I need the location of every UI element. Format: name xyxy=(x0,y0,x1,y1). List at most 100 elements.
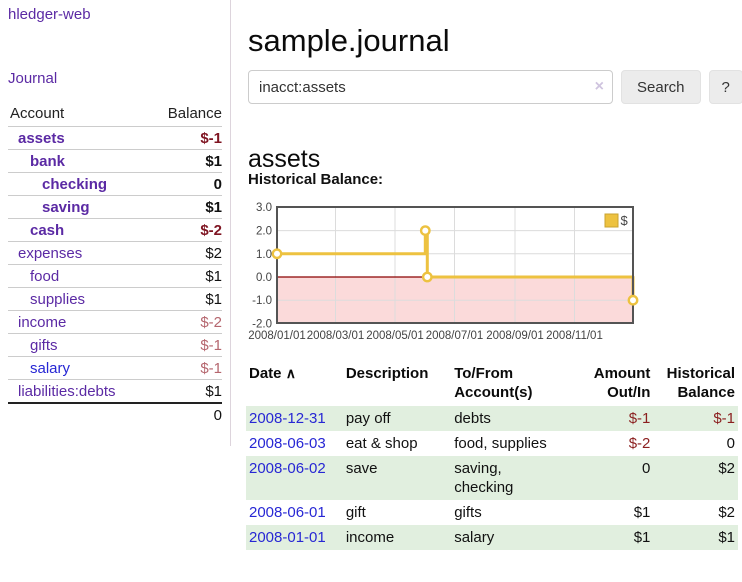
account-balance: $1 xyxy=(205,198,222,216)
data-point-marker xyxy=(271,248,283,260)
account-link-cash[interactable]: cash xyxy=(30,221,65,239)
account-link-expenses[interactable]: expenses xyxy=(18,244,83,262)
legend-label: $ xyxy=(621,213,629,228)
account-row: gifts $-1 xyxy=(8,333,222,356)
txn-accounts: food, supplies xyxy=(454,435,547,452)
txn-accounts: debts xyxy=(454,410,491,427)
data-point-marker xyxy=(421,271,433,283)
x-tick-label: 2008/11/01 xyxy=(546,330,603,342)
txn-description: eat & shop xyxy=(345,435,418,452)
search-bar: × Search ? xyxy=(248,70,742,104)
txn-amount: $-2 xyxy=(628,435,651,452)
account-row: saving $1 xyxy=(8,195,222,218)
txn-date-link[interactable]: 2008-06-03 xyxy=(249,435,326,452)
page-title: sample.journal xyxy=(248,22,450,58)
txn-date-link[interactable]: 2008-06-01 xyxy=(249,504,326,521)
help-button[interactable]: ? xyxy=(708,70,742,104)
txn-amount: $-1 xyxy=(628,410,651,427)
txn-date-link[interactable]: 2008-06-02 xyxy=(249,460,326,477)
account-column-header: Account xyxy=(10,105,65,122)
data-point-markers xyxy=(271,225,639,306)
x-tick-label: 2008/07/01 xyxy=(426,330,484,342)
account-heading: assets xyxy=(248,144,321,173)
account-row: expenses $2 xyxy=(8,241,222,264)
x-tick-label: 2008/03/01 xyxy=(307,330,365,342)
date-header-label: Date xyxy=(249,365,282,382)
register-row: 2008-01-01 income salary $1 $1 xyxy=(246,525,738,550)
txn-accounts: salary xyxy=(454,529,495,546)
txn-balance: $1 xyxy=(718,529,735,546)
y-tick-label: -1.0 xyxy=(252,295,272,307)
txn-description: gift xyxy=(345,504,366,521)
register-table: Date ∧ Description To/From Account(s) Am… xyxy=(246,362,738,550)
txn-accounts: gifts xyxy=(454,504,482,521)
y-tick-label: -2.0 xyxy=(252,318,272,330)
account-row: bank $1 xyxy=(8,149,222,172)
account-row: cash $-2 xyxy=(8,218,222,241)
txn-accounts: saving, checking xyxy=(454,460,514,496)
txn-description: pay off xyxy=(345,410,391,427)
account-link-checking[interactable]: checking xyxy=(42,175,108,193)
legend-swatch xyxy=(604,213,619,228)
account-row: food $1 xyxy=(8,264,222,287)
txn-date-link[interactable]: 2008-01-01 xyxy=(249,529,326,546)
search-button[interactable]: Search xyxy=(621,70,701,104)
historical-balance-chart: $ 3.0 2.0 1.0 0.0 -1.0 -2.0 2008/01/01 2… xyxy=(245,200,645,345)
x-axis-labels: 2008/01/01 2008/03/01 2008/05/01 2008/07… xyxy=(248,330,603,342)
txn-description: income xyxy=(345,529,395,546)
account-link-liabilities-debts[interactable]: liabilities:debts xyxy=(18,382,116,400)
account-balance: $1 xyxy=(205,267,222,285)
account-link-assets[interactable]: assets xyxy=(18,129,65,147)
search-input[interactable] xyxy=(248,70,613,104)
account-row: checking 0 xyxy=(8,172,222,195)
txn-description: save xyxy=(345,460,378,477)
chart-legend: $ xyxy=(604,213,629,228)
register-header-row: Date ∧ Description To/From Account(s) Am… xyxy=(246,362,738,406)
txn-date-link[interactable]: 2008-12-31 xyxy=(249,410,326,427)
account-row: supplies $1 xyxy=(8,287,222,310)
accounts-total-row: 0 xyxy=(8,402,222,427)
balance-column-header: Balance xyxy=(167,105,222,122)
account-balance: $-2 xyxy=(200,313,222,331)
col-date-header[interactable]: Date ∧ xyxy=(246,362,346,406)
account-link-food[interactable]: food xyxy=(30,267,60,285)
y-axis-labels: 3.0 2.0 1.0 0.0 -1.0 -2.0 xyxy=(252,202,272,330)
account-balance: $-1 xyxy=(200,129,222,147)
txn-amount: $1 xyxy=(633,529,651,546)
register-row: 2008-12-31 pay off debts $-1 $-1 xyxy=(246,406,738,431)
account-row: income $-2 xyxy=(8,310,222,333)
register-row: 2008-06-03 eat & shop food, supplies $-2… xyxy=(246,431,738,456)
account-link-saving[interactable]: saving xyxy=(42,198,90,216)
sidebar-item-journal[interactable]: Journal xyxy=(8,70,58,87)
chart-heading: Historical Balance: xyxy=(248,171,384,188)
y-tick-label: 0.0 xyxy=(256,272,272,284)
register-row: 2008-06-02 save saving, checking 0 $2 xyxy=(246,456,738,500)
account-link-income[interactable]: income xyxy=(18,313,67,331)
brand-link[interactable]: hledger-web xyxy=(8,6,91,23)
col-balance-header: Historical Balance xyxy=(666,365,735,401)
clear-search-icon[interactable]: × xyxy=(594,78,604,95)
col-accounts-header: To/From Account(s) xyxy=(454,365,533,401)
sort-ascending-icon: ∧ xyxy=(285,365,296,381)
account-link-gifts[interactable]: gifts xyxy=(30,336,58,354)
accounts-table: Account Balance assets $-1 bank $1 check… xyxy=(8,102,222,427)
col-amount-header: Amount Out/In xyxy=(593,365,651,401)
plot-border xyxy=(276,206,634,324)
account-balance: $-1 xyxy=(200,359,222,377)
account-row: salary $-1 xyxy=(8,356,222,379)
register-row: 2008-06-01 gift gifts $1 $2 xyxy=(246,500,738,525)
account-row: liabilities:debts $1 xyxy=(8,379,222,402)
account-balance: $1 xyxy=(205,382,222,400)
txn-balance: $-1 xyxy=(713,410,735,427)
x-tick-label: 2008/01/01 xyxy=(248,330,306,342)
txn-balance: $2 xyxy=(718,504,735,521)
txn-balance: $2 xyxy=(718,460,735,477)
account-link-bank[interactable]: bank xyxy=(30,152,66,170)
account-link-supplies[interactable]: supplies xyxy=(30,290,86,308)
y-tick-label: 1.0 xyxy=(256,249,272,261)
account-balance: $-2 xyxy=(200,221,222,239)
col-description-header: Description xyxy=(345,365,429,382)
chart-canvas: $ 3.0 2.0 1.0 0.0 -1.0 -2.0 2008/01/01 2… xyxy=(248,202,639,342)
account-link-salary[interactable]: salary xyxy=(30,359,71,377)
